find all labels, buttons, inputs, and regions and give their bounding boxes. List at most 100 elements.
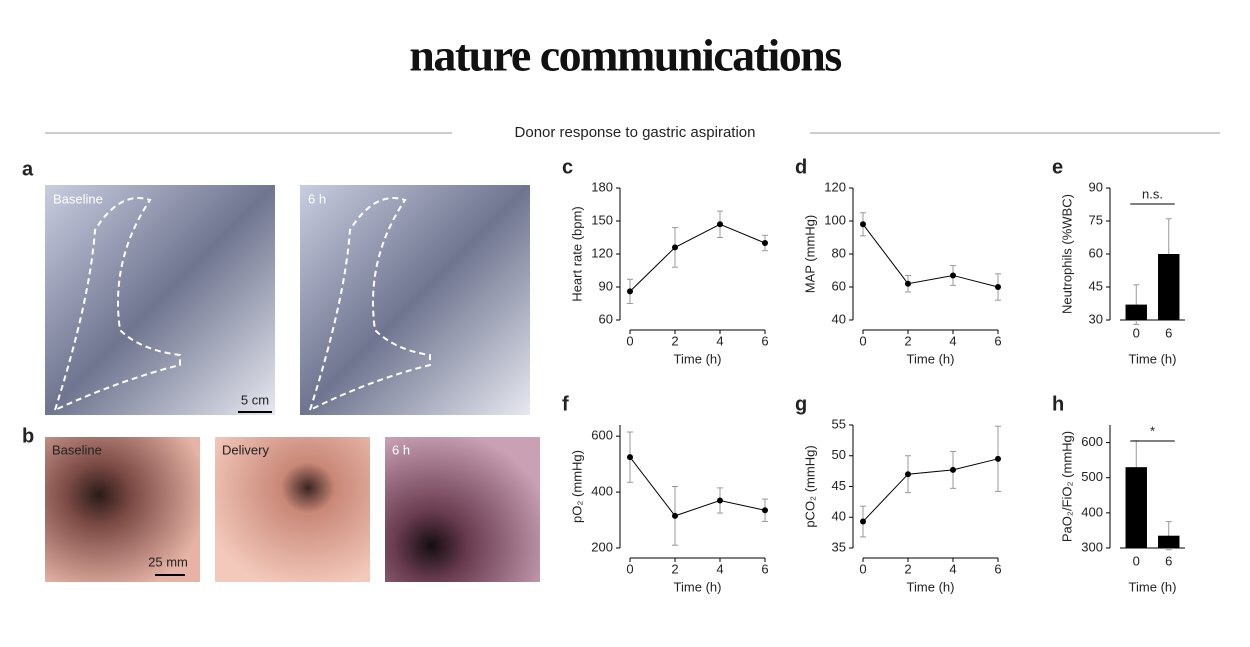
y-axis-label: Heart rate (bpm) [569, 206, 584, 301]
figure-subtitle: Donor response to gastric aspiration [515, 124, 756, 141]
bar [1125, 467, 1147, 548]
y-tick-label: 55 [832, 416, 846, 431]
journal-title: nature communications [409, 30, 841, 81]
bar [1125, 304, 1147, 320]
x-axis-label: Time (h) [674, 351, 722, 366]
point [950, 466, 956, 473]
x-tick-label: 2 [671, 561, 678, 576]
x-tick-label: 4 [716, 561, 723, 576]
y-tick-label: 400 [1081, 504, 1103, 519]
y-axis-label: pO₂ (mmHg) [569, 450, 584, 523]
y-axis-label: Neutrophils (%WBC) [1059, 194, 1074, 314]
line [629, 223, 766, 292]
y-tick-label: 400 [591, 484, 613, 499]
y-tick-label: 60 [832, 278, 846, 293]
point [762, 507, 768, 514]
point [995, 455, 1001, 462]
y-tick-label: 600 [1081, 434, 1103, 449]
panel-label: b [22, 425, 34, 447]
image-label: 6 h [392, 442, 410, 457]
y-tick-label: 120 [591, 245, 613, 260]
point [627, 454, 633, 461]
y-tick-label: 45 [1089, 278, 1103, 293]
x-tick-label: 6 [994, 561, 1001, 576]
outline [54, 197, 181, 411]
bar [1158, 254, 1180, 320]
panel-label: d [795, 156, 807, 178]
x-tick-label: 0 [1133, 325, 1140, 340]
point [995, 284, 1001, 290]
x-axis-label: Time (h) [907, 579, 955, 594]
x-tick-label: 4 [716, 333, 723, 348]
y-tick-label: 30 [1089, 311, 1103, 326]
point [905, 280, 911, 287]
y-tick-label: 500 [1081, 469, 1103, 484]
x-tick-label: 0 [626, 333, 633, 348]
bar [1158, 535, 1180, 548]
x-tick-label: 4 [949, 333, 956, 348]
outline [309, 197, 431, 411]
panel-label: e [1052, 156, 1063, 178]
image-label: 6 h [308, 191, 326, 206]
point [672, 512, 678, 519]
y-tick-label: 80 [832, 245, 846, 260]
point [717, 221, 723, 228]
line [629, 456, 766, 517]
point [672, 244, 678, 251]
x-axis-label: Time (h) [1129, 579, 1177, 594]
x-tick-label: 6 [761, 561, 768, 576]
point [905, 471, 911, 478]
line [862, 223, 999, 288]
point [950, 272, 956, 279]
y-tick-label: 200 [591, 539, 613, 554]
point [717, 497, 723, 504]
x-tick-label: 0 [859, 333, 866, 348]
y-tick-label: 40 [832, 509, 846, 524]
y-tick-label: 50 [832, 447, 846, 462]
y-tick-label: 40 [832, 311, 846, 326]
panel-label: h [1052, 393, 1064, 415]
image-label: Delivery [222, 442, 269, 457]
y-axis-label: pCO₂ (mmHg) [802, 445, 817, 527]
point [762, 240, 768, 246]
x-tick-label: 4 [949, 561, 956, 576]
y-tick-label: 90 [1089, 179, 1103, 194]
x-axis-label: Time (h) [907, 351, 955, 366]
x-tick-label: 2 [671, 333, 678, 348]
point [627, 288, 633, 295]
panel-label: f [562, 393, 569, 415]
panel-label: a [22, 158, 34, 180]
significance-label: n.s. [1142, 186, 1163, 201]
panel-label: c [562, 156, 573, 178]
y-tick-label: 300 [1081, 539, 1103, 554]
x-axis-label: Time (h) [1129, 351, 1177, 366]
y-tick-label: 600 [591, 428, 613, 443]
y-tick-label: 120 [824, 179, 846, 194]
x-tick-label: 6 [1165, 553, 1172, 568]
x-tick-label: 6 [761, 333, 768, 348]
x-tick-label: 0 [626, 561, 633, 576]
panel-label: g [795, 393, 807, 415]
x-tick-label: 2 [904, 333, 911, 348]
y-tick-label: 90 [599, 278, 613, 293]
endoscopy-image [215, 437, 370, 582]
y-tick-label: 75 [1089, 212, 1103, 227]
y-axis-label: MAP (mmHg) [802, 215, 817, 293]
y-tick-label: 100 [824, 212, 846, 227]
y-tick-label: 60 [599, 311, 613, 326]
y-tick-label: 150 [591, 212, 613, 227]
y-axis-label: PaO₂/FiO₂ (mmHg) [1059, 431, 1074, 542]
x-tick-label: 6 [994, 333, 1001, 348]
y-tick-label: 45 [832, 478, 846, 493]
endoscopy-image [385, 437, 540, 582]
y-tick-label: 60 [1089, 245, 1103, 260]
xray-image [300, 185, 530, 415]
x-tick-label: 6 [1165, 325, 1172, 340]
scale-label: 25 mm [148, 554, 188, 569]
x-tick-label: 2 [904, 561, 911, 576]
x-tick-label: 0 [859, 561, 866, 576]
endoscopy-image [45, 437, 200, 582]
xray-image [45, 185, 275, 415]
y-tick-label: 180 [591, 179, 613, 194]
